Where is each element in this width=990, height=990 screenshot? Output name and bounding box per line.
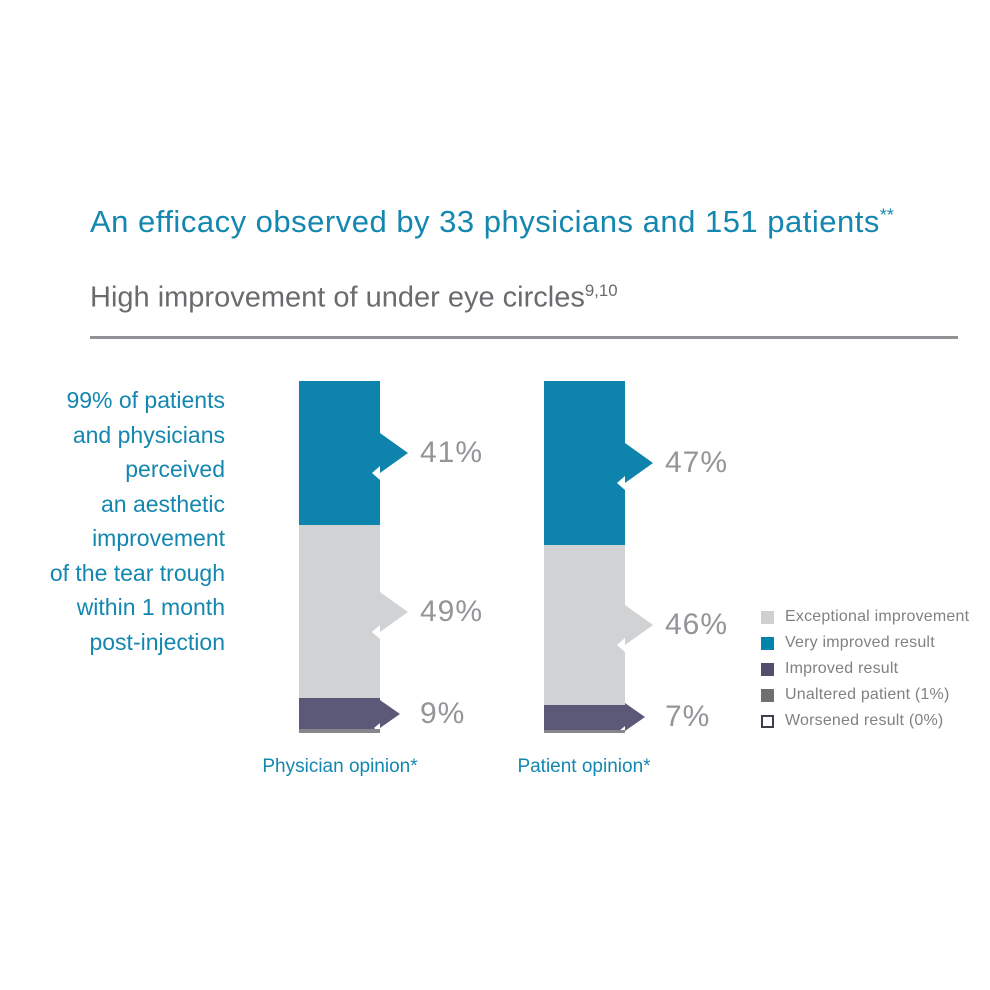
subtitle-reference-marker: 9,10 [584, 281, 618, 300]
segment-improved: 7% [544, 700, 709, 737]
value-label: 9% [420, 696, 466, 730]
segment-exceptional-improvement: 49% [299, 525, 482, 698]
segment-very-improved: 41% [299, 381, 482, 526]
divider-line [90, 336, 958, 339]
title-footnote-marker: ** [879, 204, 894, 225]
key-finding-line: perceived [125, 456, 225, 482]
subtitle: High improvement of under eye circles9,1… [90, 281, 618, 315]
key-finding-line: an aesthetic [100, 490, 225, 517]
legend-label: Exceptional improvement [785, 608, 970, 625]
legend-swatch-dark-gray [761, 688, 774, 702]
key-finding-line: 99% of patients [66, 387, 225, 413]
segment-unaltered [544, 729, 625, 733]
legend-label: Improved result [785, 660, 899, 677]
key-finding-line: of the tear trough [49, 559, 225, 586]
stacked-bar-patient: 47% 46% 7% [544, 381, 727, 737]
legend-label: Unaltered patient (1%) [785, 686, 950, 703]
legend-item-improved: Improved result [761, 656, 969, 682]
value-label: 47% [665, 445, 729, 479]
callout-arrow-icon [617, 442, 653, 490]
value-label: 41% [420, 436, 484, 470]
page-title: An efficacy observed by 33 physicians an… [90, 204, 894, 240]
callout-arrow-icon [617, 604, 653, 652]
key-finding-note: 99% of patients and physicians perceived… [8, 383, 225, 659]
legend-label: Very improved result [785, 634, 935, 651]
legend: Exceptional improvement Very improved re… [761, 604, 969, 734]
legend-swatch-light-gray [761, 610, 774, 624]
value-label: 46% [665, 607, 729, 641]
legend-item-unaltered: Unaltered patient (1%) [761, 682, 969, 708]
segment-unaltered [299, 729, 380, 733]
key-finding-line: and physicians [72, 421, 225, 448]
legend-label: Worsened result (0%) [785, 712, 944, 729]
key-finding-line: post-injection [89, 628, 225, 655]
segment-exceptional-improvement: 46% [544, 544, 727, 706]
legend-item-worsened: Worsened result (0%) [761, 708, 969, 734]
subtitle-text: High improvement of under eye circles [90, 281, 585, 314]
value-label: 7% [665, 700, 711, 734]
legend-swatch-teal [761, 636, 774, 650]
bar-caption-physician: Physician opinion* [262, 756, 418, 777]
page-title-text: An efficacy observed by 33 physicians an… [90, 204, 880, 239]
stacked-bar-physician: 41% 49% 9% [299, 381, 482, 733]
key-finding-line: improvement [92, 525, 225, 551]
bar-caption-patient: Patient opinion* [517, 756, 651, 777]
legend-swatch-white-outlined [761, 714, 774, 728]
callout-arrow-icon [374, 699, 400, 733]
callout-arrow-icon [372, 591, 408, 639]
key-finding-line: within 1 month [76, 594, 225, 620]
callout-arrow-icon [372, 433, 408, 481]
segment-very-improved: 47% [544, 381, 727, 545]
segment-improved: 9% [299, 697, 464, 733]
callout-arrow-icon [619, 703, 645, 737]
legend-item-very-improved: Very improved result [761, 630, 969, 656]
legend-item-exceptional-improvement: Exceptional improvement [761, 604, 969, 630]
legend-swatch-purple [761, 662, 774, 676]
value-label: 49% [420, 594, 484, 628]
